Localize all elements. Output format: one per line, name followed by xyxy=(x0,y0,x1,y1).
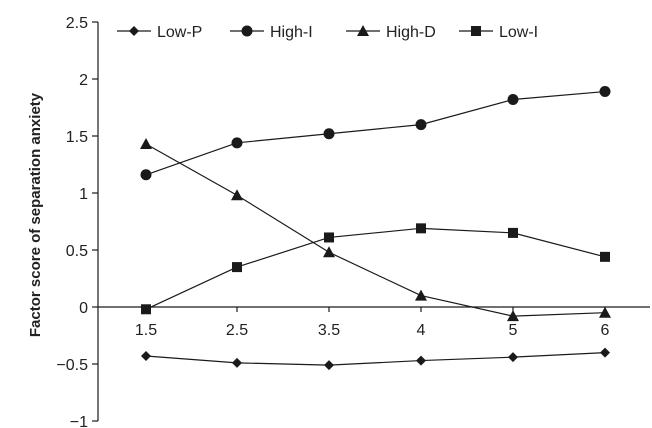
x-tick-label: 4 xyxy=(417,322,426,339)
x-axis-ticks: 1.5 2.5 3.5 4 5 6 xyxy=(135,307,610,339)
legend-item-low-p: Low-P xyxy=(117,24,202,41)
data-point-triangle xyxy=(140,137,152,149)
data-point-circle xyxy=(140,169,152,181)
data-point-diamond xyxy=(129,26,139,36)
y-axis-label: Factor score of separation anxiety xyxy=(27,92,44,337)
legend-label: Low-P xyxy=(157,24,202,41)
data-point-triangle xyxy=(507,310,519,322)
data-point-square xyxy=(416,223,426,234)
data-point-diamond xyxy=(600,347,610,358)
y-tick-label: 2 xyxy=(79,72,88,89)
axes xyxy=(97,22,650,421)
data-point-square xyxy=(232,262,242,273)
y-axis-ticks: −1 −0.5 0 0.5 1 1.5 2 2.5 xyxy=(56,15,98,428)
data-point-circle xyxy=(231,137,243,149)
data-point-diamond xyxy=(416,355,426,366)
series-high-d xyxy=(140,137,611,322)
legend-label: High-I xyxy=(270,24,313,41)
legend-item-low-i: Low-I xyxy=(459,24,538,41)
y-tick-label: 2.5 xyxy=(66,15,88,32)
series-high-i xyxy=(140,86,611,181)
x-tick-label: 6 xyxy=(601,322,610,339)
data-point-square xyxy=(141,304,151,315)
data-point-square xyxy=(600,251,610,262)
data-point-triangle xyxy=(599,306,611,318)
data-point-square xyxy=(471,26,481,36)
y-tick-label: 0 xyxy=(79,300,88,317)
series-line xyxy=(145,352,606,366)
y-tick-label: 1.5 xyxy=(66,129,88,146)
legend-label: Low-I xyxy=(499,24,538,41)
data-point-triangle xyxy=(357,25,369,36)
legend-item-high-i: High-I xyxy=(230,24,313,41)
legend: Low-P High-I High-D Low-I xyxy=(117,24,538,41)
data-point-diamond xyxy=(232,357,242,368)
data-point-circle xyxy=(507,94,519,106)
x-tick-label: 2.5 xyxy=(226,322,248,339)
x-tick-label: 1.5 xyxy=(135,322,157,339)
data-point-triangle xyxy=(415,289,427,301)
data-point-diamond xyxy=(141,351,151,362)
series-line xyxy=(145,90,606,176)
y-tick-label: 0.5 xyxy=(66,243,88,260)
data-point-triangle xyxy=(231,189,243,201)
data-point-circle xyxy=(415,119,427,131)
data-point-diamond xyxy=(324,360,334,371)
series-low-i xyxy=(141,223,610,315)
y-tick-label: −1 xyxy=(70,414,88,428)
y-tick-label: −0.5 xyxy=(56,357,88,374)
data-point-square xyxy=(324,232,334,243)
legend-item-high-d: High-D xyxy=(346,24,436,41)
series-group xyxy=(140,86,611,371)
series-line xyxy=(145,143,606,317)
data-point-circle xyxy=(599,86,611,98)
series-low-p xyxy=(141,347,610,371)
legend-label: High-D xyxy=(386,24,436,41)
data-point-circle xyxy=(241,25,253,37)
x-tick-label: 3.5 xyxy=(318,322,340,339)
data-point-circle xyxy=(323,128,335,140)
data-point-triangle xyxy=(323,246,335,258)
data-point-diamond xyxy=(508,352,518,363)
y-tick-label: 1 xyxy=(79,186,88,203)
data-point-square xyxy=(508,227,518,238)
x-tick-label: 5 xyxy=(509,322,518,339)
series-line xyxy=(145,227,606,310)
